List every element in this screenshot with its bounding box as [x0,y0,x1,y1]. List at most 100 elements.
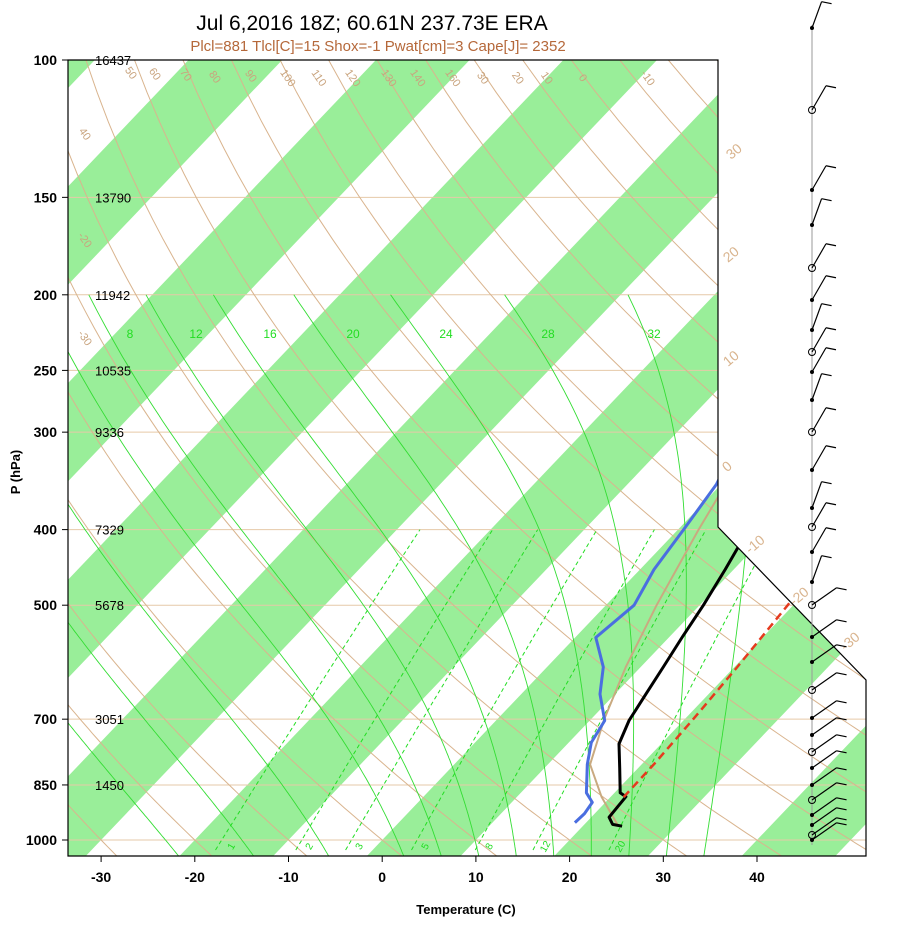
dry-adiabat [68,60,693,856]
wind-barb-staff [811,347,827,373]
wind-barb-flag [836,644,847,648]
wind-barb-staff [811,619,837,638]
mixing-ratio-label: 5 [420,841,433,852]
dry-adiabat-label: 60 [146,66,163,83]
moist-adiabat-lines [68,294,753,856]
temperature-tick-label: 40 [749,869,765,885]
mixing-ratio-label: 20 [613,839,628,855]
mixing-ratio-label: 2 [304,841,317,852]
wind-barb-flag [821,481,832,485]
wind-barb [810,619,847,639]
wind-barb-station [810,468,814,472]
wind-barb [810,1,832,30]
dry-adiabat-label: 50 [122,65,139,82]
wind-barb [810,347,837,374]
chart-title: Jul 6,2016 18Z; 60.61N 237.73E ERA [196,12,547,35]
pressure-axis: 100 16437 150 13790 200 11942 250 10535 300 9336 4… [26,52,131,848]
wind-barb-station [810,506,814,510]
wind-barb-staff [811,373,823,401]
wind-barb [810,797,847,817]
dry-adiabat-label: 110 [309,68,329,89]
dry-adiabat [279,60,866,856]
wind-barb-station [808,348,816,356]
wind-barb-flag [825,527,837,531]
dry-adiabat [68,60,502,856]
temperature-tick-label: 10 [468,869,484,885]
wind-barb-station [810,783,814,787]
wind-barb-staff [811,750,837,769]
pressure-tick-label: 500 [34,597,58,613]
mixing-ratio-line [474,529,655,851]
x-axis-label: Temperature (C) [416,902,515,917]
isotherm-band-label: 30 [723,140,745,162]
height-label: 10535 [95,363,131,378]
wind-barb [808,782,847,804]
wind-barb-flag [825,327,837,331]
wind-barb-staff [811,407,827,433]
moist-adiabat-label: 8 [127,327,134,341]
mixing-ratio-line [345,529,539,851]
wind-barb-flag [836,797,847,801]
wind-barb [810,275,837,302]
wind-barb-flag [825,85,837,89]
wind-barb-staff [811,1,823,29]
dry-adiabat-label: 90 [242,68,259,85]
wind-barb [808,407,837,436]
wind-barb-station [810,550,814,554]
wind-barb-station [810,838,814,842]
wind-barb [810,700,847,720]
pressure-tick-label: 1000 [26,832,57,848]
moist-adiabat [68,294,330,856]
wind-barb-station [810,298,814,302]
wind-barb [810,303,832,332]
height-label: 9336 [95,425,124,440]
moist-adiabat [68,294,180,856]
dry-adiabat-label: 30 [474,70,491,87]
moist-adiabat [627,294,687,856]
wind-barb [810,807,847,827]
wind-barb-flag [825,165,837,169]
wind-barb [808,734,847,756]
wind-barb [810,373,832,402]
wind-barb-flag [836,734,847,738]
wind-barb-staff [811,502,827,528]
wind-barb-staff [811,817,837,836]
wind-barb-flag [825,407,837,411]
moist-adiabat [293,294,555,856]
mixing-ratio-line [532,529,707,851]
wind-barb-flag [821,373,832,377]
pressure-tick-label: 100 [34,52,58,68]
wind-barb-station [810,370,814,374]
isotherm-band [550,60,866,856]
wind-barb-staff [811,797,837,816]
mixing-ratio-line [215,529,421,851]
wind-barb-station [808,601,816,609]
wind-barb [808,85,837,114]
pressure-tick-label: 300 [34,424,58,440]
wind-barb-staff [811,587,837,606]
wind-barb [810,555,832,584]
wind-barb-station [808,686,816,694]
moist-adiabat-label: 24 [439,327,453,341]
dry-adiabat-label: -30 [75,328,94,348]
wind-barb-flag [836,672,847,676]
wind-barb-station [810,823,814,827]
wind-barb-staff [811,527,827,553]
temperature-tick-label: 0 [378,869,386,885]
dry-adiabat-label: 100 [277,67,297,89]
wind-barb-station [810,660,814,664]
wind-barb-station [810,733,814,737]
dry-adiabat [376,60,866,856]
moist-adiabat [145,294,480,856]
dry-adiabat-label: 20 [509,70,526,87]
dry-adiabat-label: 70 [177,67,194,84]
wind-barb [808,502,837,531]
wind-barb-flag [821,1,832,5]
isotherm-band [68,60,657,856]
moist-adiabat-label: 12 [189,327,203,341]
dry-adiabat [68,60,312,856]
height-label: 13790 [95,190,131,205]
wind-barb-flag [836,822,847,826]
wind-barb-flag [825,275,837,279]
